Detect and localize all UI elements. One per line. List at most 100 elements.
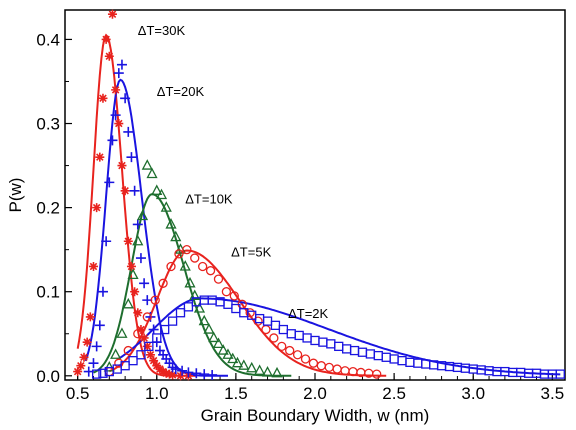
data-point: [278, 324, 289, 335]
x-tick-label: 2.0: [303, 384, 327, 403]
data-point: [326, 339, 336, 349]
data-point: [191, 368, 202, 379]
data-point: [245, 308, 255, 318]
data-point: [294, 330, 304, 341]
data-point: [222, 348, 234, 359]
data-point: [117, 161, 127, 171]
data-point: [198, 314, 210, 326]
data-point: [150, 295, 160, 305]
data-point: [149, 356, 159, 366]
data-point: [116, 327, 128, 338]
data-point: [332, 364, 342, 374]
data-point: [286, 329, 296, 339]
series-square: [91, 295, 565, 379]
y-tick-label: 0.0: [36, 367, 60, 386]
data-point: [207, 369, 218, 380]
data-point: [91, 341, 102, 352]
data-point: [170, 230, 182, 242]
data-point: [413, 358, 423, 368]
data-point: [170, 364, 181, 375]
data-point: [175, 308, 186, 318]
data-point: [145, 350, 155, 360]
x-tick-label: 3.0: [461, 384, 485, 403]
data-point: [88, 261, 98, 271]
data-point: [98, 93, 108, 103]
data-point: [203, 323, 215, 334]
data-point: [135, 253, 146, 264]
data-point: [227, 352, 239, 364]
axis-ticks: 0.5 1.0 1.5 2.0 2.5 3.0 3.5 0.0 0.1 0.2 0.3 0.4: [36, 30, 564, 403]
data-point: [94, 320, 105, 331]
data-point: [167, 316, 178, 326]
data-point: [179, 260, 191, 271]
data-point: [221, 287, 232, 297]
data-point: [373, 350, 383, 361]
y-tick-label: 0.2: [36, 199, 60, 218]
data-point: [139, 278, 150, 289]
fit-curve: [84, 78, 228, 377]
data-point: [160, 324, 170, 335]
data-point: [120, 361, 130, 371]
x-tick-label: 2.5: [382, 384, 406, 403]
data-point: [142, 341, 152, 351]
data-point: [129, 185, 140, 196]
data-point: [110, 110, 121, 121]
series-label: ΔT=5K: [231, 244, 271, 259]
data-point: [341, 344, 352, 354]
data-point: [208, 331, 220, 343]
data-point: [183, 367, 194, 378]
data-point: [261, 366, 274, 377]
data-point: [161, 368, 171, 378]
data-point: [177, 365, 188, 376]
x-tick-label: 1.5: [224, 384, 248, 403]
data-point: [152, 361, 162, 371]
data-point: [79, 352, 89, 362]
data-point: [357, 347, 368, 357]
data-point: [114, 119, 124, 129]
data-point: [120, 186, 130, 196]
data-point: [142, 312, 152, 322]
data-point: [198, 261, 208, 272]
data-point: [199, 369, 210, 380]
data-point: [205, 266, 216, 276]
data-point: [136, 350, 146, 360]
x-axis-title: Grain Boundary Width, w (nm): [201, 406, 430, 425]
data-point: [254, 364, 266, 375]
data-point: [113, 68, 124, 79]
series-label: ΔT=30K: [138, 23, 186, 38]
data-point: [160, 201, 172, 212]
data-markers: [73, 9, 565, 381]
data-point: [151, 184, 163, 195]
fit-curves: [76, 33, 561, 377]
data-point: [132, 219, 143, 230]
data-point: [107, 135, 118, 146]
data-point: [76, 361, 86, 371]
series-annotations: ΔT=30K ΔT=20K ΔT=10K ΔT=5K ΔT=2K: [138, 23, 329, 321]
data-point: [189, 289, 201, 301]
data-point: [308, 358, 319, 368]
data-point: [166, 261, 176, 272]
x-tick-label: 1.0: [145, 384, 169, 403]
y-tick-label: 0.3: [36, 115, 60, 134]
data-point: [141, 159, 153, 170]
series-label: ΔT=10K: [185, 191, 233, 206]
data-point: [213, 274, 224, 284]
data-point: [133, 329, 143, 339]
data-point: [253, 316, 263, 326]
y-axis-title: P(w): [6, 178, 25, 213]
data-point: [136, 209, 149, 221]
data-point: [212, 337, 225, 348]
data-point: [123, 345, 133, 356]
data-point: [73, 367, 83, 377]
data-point: [262, 316, 273, 326]
fit-curve: [116, 297, 561, 376]
data-point: [184, 276, 196, 288]
data-point: [381, 352, 391, 362]
data-point: [174, 249, 184, 259]
data-point: [292, 350, 303, 360]
data-point: [555, 369, 565, 379]
data-point: [176, 371, 186, 381]
data-point: [165, 218, 177, 229]
series-label: ΔT=2K: [288, 306, 328, 321]
